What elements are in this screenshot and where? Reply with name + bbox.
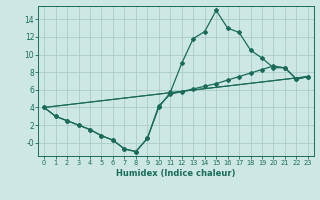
X-axis label: Humidex (Indice chaleur): Humidex (Indice chaleur) <box>116 169 236 178</box>
